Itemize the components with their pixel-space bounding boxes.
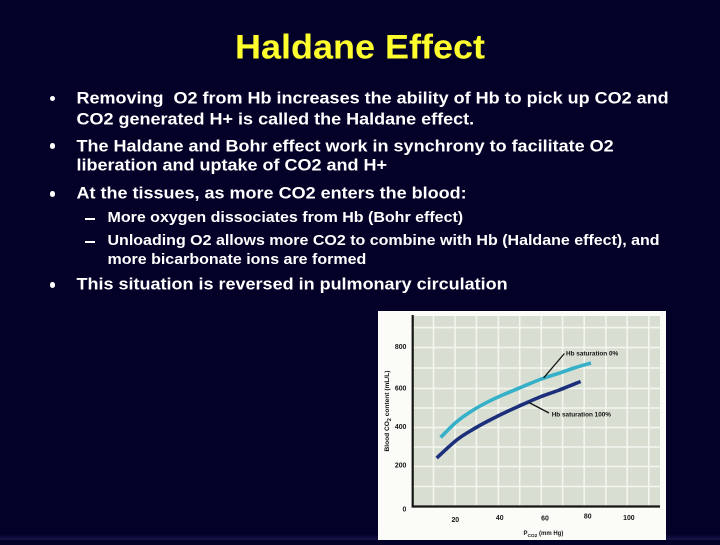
svg-text:Hb saturation 0%: Hb saturation 0%: [566, 350, 619, 357]
svg-text:200: 200: [395, 462, 407, 469]
svg-text:400: 400: [395, 424, 407, 431]
svg-text:PCO2 (mm Hg): PCO2 (mm Hg): [523, 531, 563, 539]
svg-text:60: 60: [541, 516, 549, 523]
svg-text:600: 600: [395, 385, 407, 392]
svg-text:800: 800: [395, 344, 407, 351]
svg-text:20: 20: [451, 517, 459, 524]
svg-text:80: 80: [584, 514, 592, 521]
svg-text:Hb saturation 100%: Hb saturation 100%: [552, 411, 612, 418]
svg-text:100: 100: [623, 515, 635, 522]
svg-text:Blood CO2 content (mL/L): Blood CO2 content (mL/L): [384, 371, 393, 452]
svg-text:40: 40: [496, 515, 504, 522]
svg-text:0: 0: [403, 506, 407, 513]
